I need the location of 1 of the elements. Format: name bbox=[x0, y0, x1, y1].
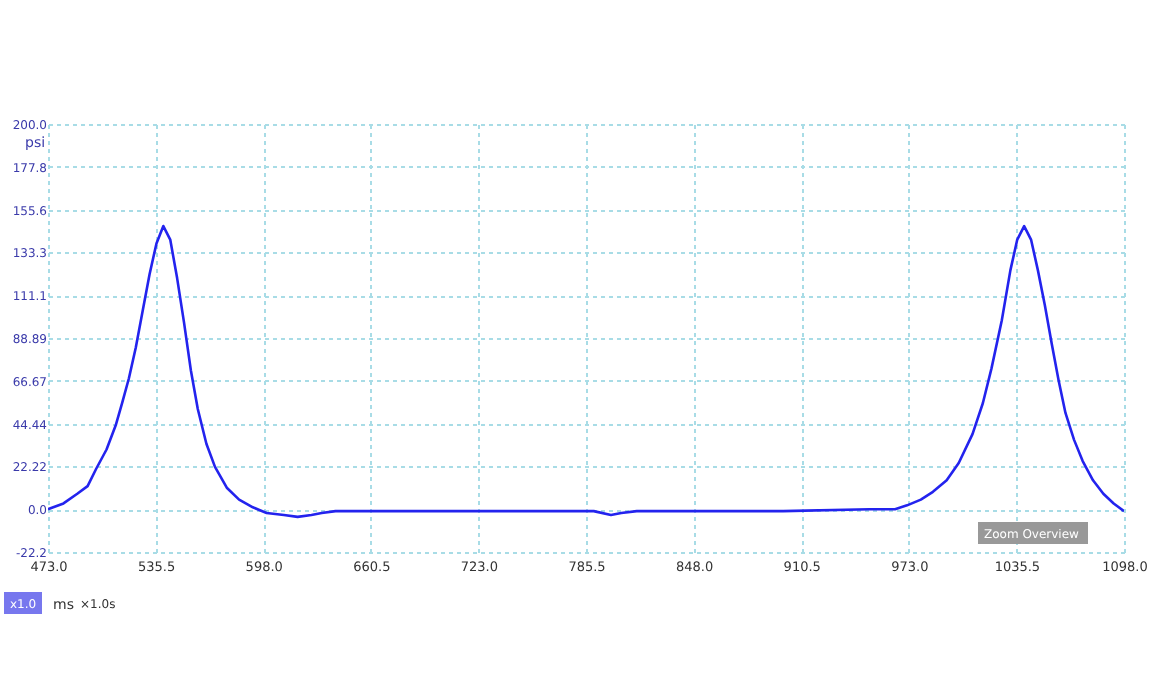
line-series bbox=[48, 224, 1124, 519]
